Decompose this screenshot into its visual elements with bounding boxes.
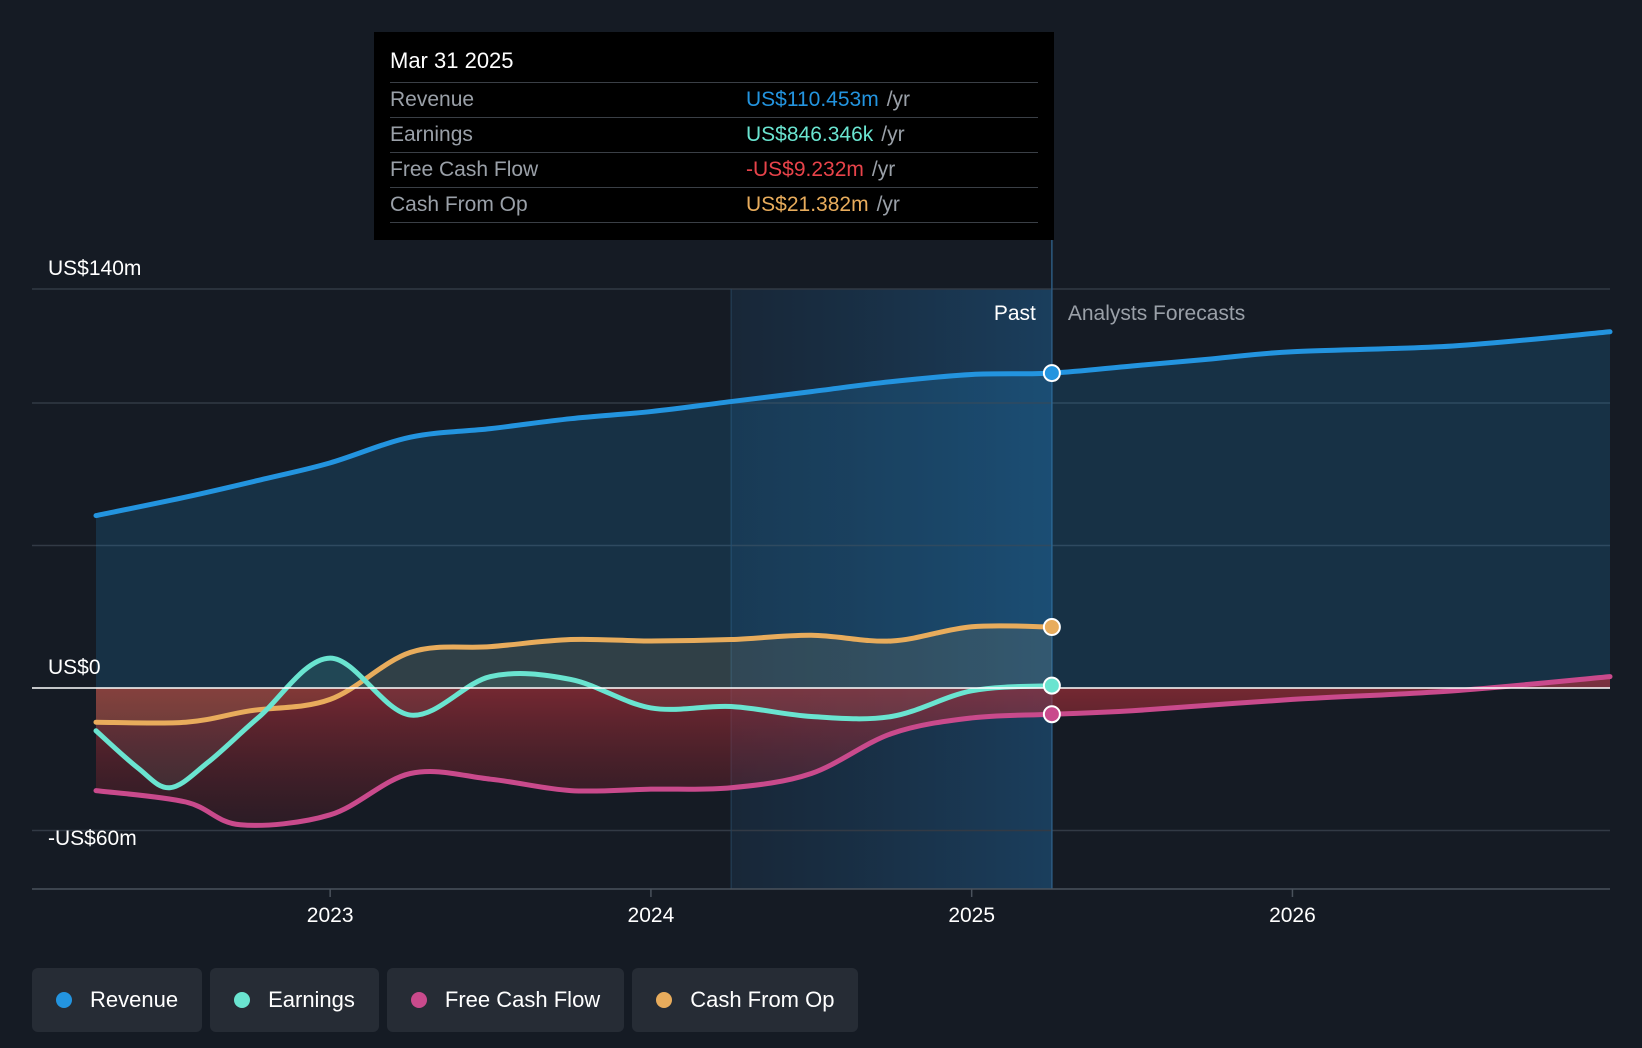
- legend-dot-icon: [56, 992, 72, 1008]
- legend: Revenue Earnings Free Cash Flow Cash Fro…: [32, 968, 859, 1032]
- tooltip-row-free-cash-flow: Free Cash Flow -US$9.232m /yr: [390, 152, 1038, 187]
- tooltip-unit: /yr: [871, 158, 896, 181]
- y-axis-label: US$0: [48, 656, 101, 679]
- legend-dot-icon: [410, 992, 427, 1008]
- legend-item-cash-from-op[interactable]: Cash From Op: [632, 968, 859, 1032]
- tooltip-date: Mar 31 2025: [390, 48, 514, 73]
- tooltip-value: US$21.382m: [746, 193, 869, 216]
- y-axis-label: US$140m: [48, 257, 141, 280]
- series-line-earnings: [93, 655, 1055, 791]
- tooltip-label: Free Cash Flow: [390, 158, 539, 181]
- marker-cash-from-op: [1042, 618, 1061, 637]
- tooltip-label: Cash From Op: [390, 193, 528, 216]
- tooltip: Mar 31 2025 Revenue US$110.453m /yr Earn…: [374, 32, 1054, 240]
- x-tick-label: 2025: [948, 904, 995, 927]
- area-cash-from-op: [96, 625, 1052, 724]
- series-lines: [93, 329, 1613, 828]
- tooltip-unit: /yr: [886, 88, 911, 111]
- tooltip-label: Revenue: [390, 88, 475, 111]
- legend-item-free-cash-flow[interactable]: Free Cash Flow: [386, 968, 625, 1032]
- x-tick-label: 2026: [1269, 904, 1316, 927]
- x-tick-label: 2024: [628, 904, 675, 927]
- legend-dot-icon: [234, 992, 251, 1008]
- area-revenue: [96, 331, 1610, 688]
- legend-label: Free Cash Flow: [444, 987, 601, 1012]
- tooltip-label: Earnings: [390, 123, 473, 146]
- legend-item-earnings[interactable]: Earnings: [210, 968, 379, 1032]
- gridlines: [32, 240, 1610, 889]
- tooltip-row-cash-from-op: Cash From Op US$21.382m /yr: [390, 187, 1038, 223]
- legend-label: Earnings: [268, 987, 355, 1012]
- forecast-label: Analysts Forecasts: [1068, 302, 1245, 325]
- x-tick-label: 2023: [307, 904, 354, 927]
- chart-labels: US$140m US$0 -US$60m 2023 2024 2025 2026 Past An…: [48, 257, 1316, 927]
- marker-earnings: [1042, 676, 1061, 695]
- marker-free-cash-flow: [1042, 705, 1061, 724]
- tooltip-value: US$110.453m: [746, 88, 879, 111]
- tooltip-row-earnings: Earnings US$846.346k /yr: [390, 117, 1038, 152]
- tooltip-value: -US$9.232m: [746, 158, 864, 181]
- legend-item-revenue[interactable]: Revenue: [32, 968, 203, 1032]
- series-line-cash-from-op: [93, 623, 1055, 726]
- axes: [32, 687, 1610, 897]
- legend-dot-icon: [656, 992, 673, 1008]
- series-line-revenue: [93, 329, 1613, 519]
- tooltip-value: US$846.346k: [746, 123, 874, 146]
- tooltip-unit: /yr: [876, 193, 900, 216]
- legend-label: Cash From Op: [690, 987, 835, 1012]
- tooltip-unit: /yr: [881, 123, 905, 146]
- y-axis-label: -US$60m: [48, 827, 137, 850]
- tooltip-row-revenue: Revenue US$110.453m /yr: [390, 82, 1038, 117]
- past-highlight-band: [731, 289, 1052, 889]
- legend-label: Revenue: [90, 987, 179, 1012]
- series-markers: [1042, 364, 1061, 724]
- marker-revenue: [1042, 364, 1061, 383]
- series-line-free-cash-flow: [93, 674, 1613, 828]
- past-label: Past: [994, 302, 1036, 325]
